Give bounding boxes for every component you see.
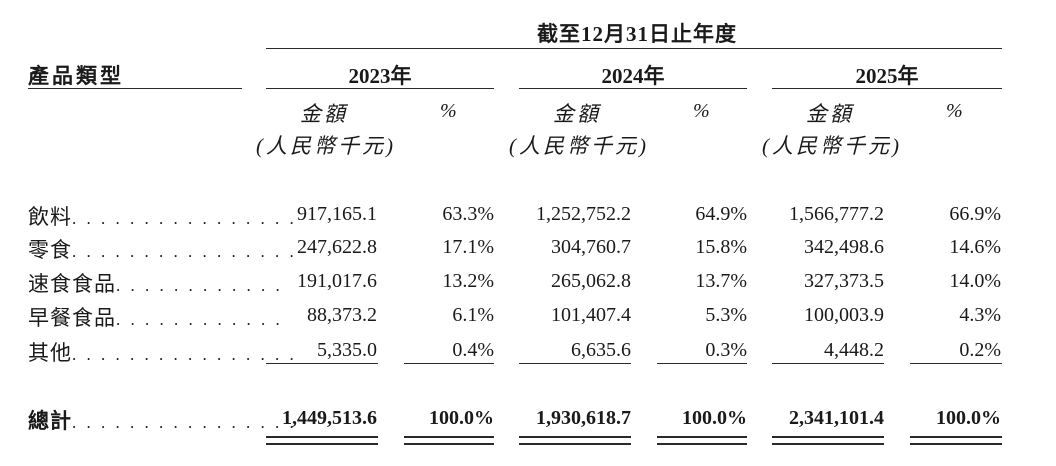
row-label-0: 飲料. . . . . . . . . . . . . . . . — [28, 205, 297, 229]
leader-dots: . . . . . . . . . . . . . . . . — [72, 413, 297, 432]
amount-header-2024: 金額 — [553, 102, 601, 126]
percent-header-2023: % — [440, 100, 457, 122]
table-cell: 4.3% — [959, 304, 1001, 326]
table-cell: 0.2% — [959, 339, 1001, 361]
percent-header-2025: % — [946, 100, 963, 122]
total-double-rule — [657, 436, 747, 438]
table-cell: 6,635.6 — [571, 339, 631, 361]
table-cell: 4,448.2 — [824, 339, 884, 361]
total-cell: 100.0% — [682, 407, 747, 429]
subtotal-rule — [657, 363, 747, 364]
table-cell: 1,566,777.2 — [789, 203, 884, 225]
table-cell: 5,335.0 — [317, 339, 377, 361]
amount-header-2023: 金額 — [300, 102, 348, 126]
table-cell: 0.4% — [452, 339, 494, 361]
total-double-rule — [266, 436, 378, 438]
table-cell: 5.3% — [705, 304, 747, 326]
year-rule-2023 — [266, 88, 494, 89]
total-double-rule — [657, 443, 747, 445]
total-cell: 1,449,513.6 — [282, 407, 377, 429]
period-title: 截至12月31日止年度 — [537, 22, 737, 46]
table-cell: 247,622.8 — [297, 236, 377, 258]
unit-header-2024: (人民幣千元) — [509, 134, 649, 158]
table-cell: 88,373.2 — [307, 304, 377, 326]
table-cell: 917,165.1 — [297, 203, 377, 225]
table-cell: 66.9% — [949, 203, 1001, 225]
row-label-2: 速食食品. . . . . . . . . . . . — [28, 272, 283, 296]
row-label-1: 零食. . . . . . . . . . . . . . . . — [28, 238, 297, 262]
row-label-4: 其他. . . . . . . . . . . . . . . . — [28, 341, 297, 365]
table-cell: 63.3% — [442, 203, 494, 225]
year-header-2024: 2024年 — [601, 64, 665, 88]
year-header-2023: 2023年 — [348, 64, 412, 88]
table-cell: 101,407.4 — [551, 304, 631, 326]
period-rule — [266, 48, 1002, 49]
total-cell: 100.0% — [936, 407, 1001, 429]
subtotal-rule — [910, 363, 1002, 364]
total-cell: 2,341,101.4 — [789, 407, 884, 429]
table-cell: 14.0% — [949, 270, 1001, 292]
category-rule — [28, 88, 242, 89]
leader-dots: . . . . . . . . . . . . . . . . — [72, 242, 297, 261]
table-cell: 13.2% — [442, 270, 494, 292]
table-cell: 0.3% — [705, 339, 747, 361]
amount-header-2025: 金額 — [806, 102, 854, 126]
total-double-rule — [266, 443, 378, 445]
table-cell: 327,373.5 — [804, 270, 884, 292]
table-cell: 100,003.9 — [804, 304, 884, 326]
table-cell: 191,017.6 — [297, 270, 377, 292]
table-cell: 13.7% — [695, 270, 747, 292]
row-label-3: 早餐食品. . . . . . . . . . . . — [28, 306, 283, 330]
total-double-rule — [519, 443, 631, 445]
table-cell: 14.6% — [949, 236, 1001, 258]
table-cell: 6.1% — [452, 304, 494, 326]
leader-dots: . . . . . . . . . . . . . . . . — [72, 209, 297, 228]
category-header: 產品類型 — [28, 64, 124, 88]
table-cell: 64.9% — [695, 203, 747, 225]
year-header-2025: 2025年 — [855, 64, 919, 88]
subtotal-rule — [404, 363, 494, 364]
total-double-rule — [772, 443, 884, 445]
table-cell: 265,062.8 — [551, 270, 631, 292]
total-double-rule — [910, 436, 1002, 438]
subtotal-rule — [266, 363, 378, 364]
leader-dots: . . . . . . . . . . . . — [116, 276, 283, 295]
table-cell: 15.8% — [695, 236, 747, 258]
table-cell: 304,760.7 — [551, 236, 631, 258]
percent-header-2024: % — [693, 100, 710, 122]
total-label: 總計. . . . . . . . . . . . . . . . — [28, 409, 297, 433]
total-double-rule — [910, 443, 1002, 445]
table-cell: 342,498.6 — [804, 236, 884, 258]
year-rule-2024 — [519, 88, 747, 89]
unit-header-2023: (人民幣千元) — [256, 134, 396, 158]
leader-dots: . . . . . . . . . . . . — [116, 310, 283, 329]
leader-dots: . . . . . . . . . . . . . . . . — [72, 345, 297, 364]
year-rule-2025 — [772, 88, 1002, 89]
total-cell: 100.0% — [429, 407, 494, 429]
unit-header-2025: (人民幣千元) — [762, 134, 902, 158]
total-cell: 1,930,618.7 — [536, 407, 631, 429]
subtotal-rule — [772, 363, 884, 364]
total-double-rule — [404, 443, 494, 445]
total-double-rule — [404, 436, 494, 438]
total-double-rule — [772, 436, 884, 438]
table-cell: 1,252,752.2 — [536, 203, 631, 225]
total-double-rule — [519, 436, 631, 438]
subtotal-rule — [519, 363, 631, 364]
table-cell: 17.1% — [442, 236, 494, 258]
